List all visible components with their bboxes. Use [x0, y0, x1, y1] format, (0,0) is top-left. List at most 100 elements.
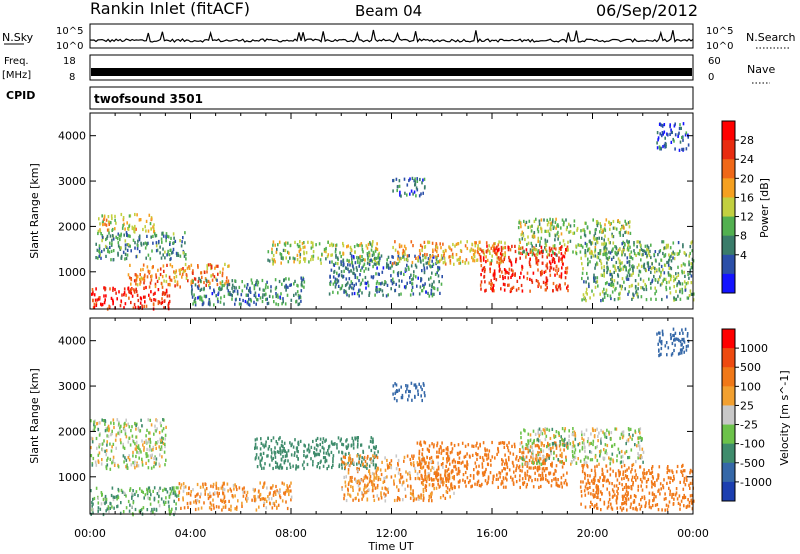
heatmap-cell: [657, 253, 659, 257]
heatmap-cell: [557, 478, 559, 482]
heatmap-cell: [412, 492, 414, 496]
heatmap-cell: [212, 273, 214, 277]
heatmap-cell: [117, 244, 120, 248]
heatmap-cell: [616, 454, 618, 458]
heatmap-cell: [422, 254, 424, 258]
heatmap-cell: [539, 251, 541, 255]
heatmap-cell: [628, 290, 630, 294]
heatmap-cell: [539, 432, 541, 436]
heatmap-cell: [267, 285, 269, 289]
colorbar-swatch: [722, 140, 735, 160]
heatmap-cell: [288, 277, 290, 281]
heatmap-cell: [474, 244, 477, 248]
heatmap-cell: [337, 284, 340, 288]
heatmap-cell: [535, 248, 538, 252]
heatmap-cell: [544, 283, 547, 287]
heatmap-cell: [462, 473, 465, 477]
heatmap-cell: [621, 454, 624, 458]
heatmap-cell: [193, 293, 195, 297]
heatmap-cell: [349, 245, 352, 249]
heatmap-cell: [398, 293, 400, 297]
heatmap-cell: [678, 126, 681, 131]
heatmap-cell: [671, 252, 673, 256]
heatmap-cell: [130, 463, 133, 467]
heatmap-cell: [184, 262, 187, 267]
heatmap-cell: [129, 488, 131, 492]
heatmap-cell: [372, 265, 374, 269]
heatmap-cell: [558, 256, 560, 260]
heatmap-cell: [473, 259, 476, 263]
heatmap-cell: [392, 245, 394, 250]
heatmap-cell: [145, 304, 148, 308]
heatmap-cell: [213, 275, 216, 279]
heatmap-cell: [100, 303, 103, 307]
heatmap-cell: [487, 477, 490, 481]
heatmap-cell: [548, 253, 551, 257]
heatmap-cell: [120, 246, 122, 250]
heatmap-cell: [221, 499, 223, 504]
heatmap-cell: [451, 252, 454, 256]
heatmap-cell: [504, 467, 506, 471]
heatmap-cell: [390, 459, 393, 463]
heatmap-cell: [262, 293, 264, 297]
heatmap-cell: [164, 291, 167, 296]
heatmap-cell: [352, 439, 355, 443]
heatmap-cell: [518, 478, 521, 482]
heatmap-cell: [549, 265, 552, 270]
heatmap-cell: [485, 288, 487, 292]
heatmap-cell: [547, 220, 550, 224]
heatmap-cell: [349, 251, 352, 255]
heatmap-cell: [560, 454, 563, 458]
heatmap-cell: [606, 268, 609, 272]
heatmap-cell: [374, 446, 377, 450]
heatmap-cell: [117, 487, 120, 492]
heatmap-cell: [416, 179, 419, 183]
heatmap-cell: [171, 251, 173, 255]
heatmap-cell: [532, 429, 535, 433]
heatmap-cell: [423, 266, 426, 270]
heatmap-cell: [340, 437, 342, 441]
heatmap-cell: [160, 424, 162, 428]
heatmap-cell: [142, 490, 144, 494]
heatmap-cell: [532, 247, 535, 251]
heatmap-cell: [604, 443, 607, 447]
heatmap-cell: [557, 458, 559, 462]
heatmap-cell: [134, 306, 137, 310]
heatmap-cell: [577, 443, 579, 447]
heatmap-cell: [125, 465, 127, 469]
heatmap-cell: [147, 496, 149, 500]
heatmap-cell: [650, 286, 652, 290]
heatmap-cell: [451, 475, 454, 480]
heatmap-cell: [392, 255, 394, 259]
heatmap-cell: [274, 451, 277, 455]
heatmap-cell: [149, 502, 152, 506]
heatmap-cell: [621, 435, 624, 439]
heatmap-cell: [389, 260, 392, 265]
heatmap-cell: [200, 492, 202, 496]
heatmap-cell: [521, 230, 524, 234]
heatmap-cell: [546, 427, 548, 431]
heatmap-cell: [378, 282, 380, 286]
heatmap-cell: [300, 289, 303, 293]
heatmap-cell: [554, 252, 556, 256]
heatmap-cell: [471, 453, 474, 457]
heatmap-cell: [514, 272, 516, 276]
heatmap-cell: [119, 237, 121, 242]
heatmap-cell: [165, 234, 167, 238]
heatmap-cell: [118, 234, 121, 238]
heatmap-cell: [368, 291, 371, 295]
heatmap-cell: [554, 434, 557, 438]
heatmap-cell: [581, 447, 584, 451]
heatmap-cell: [617, 266, 619, 270]
heatmap-cell: [343, 497, 345, 501]
heatmap-cell: [405, 268, 407, 272]
heatmap-cell: [663, 277, 665, 281]
heatmap-cell: [428, 474, 430, 478]
heatmap-cell: [275, 499, 277, 504]
heatmap-cell: [521, 264, 523, 268]
heatmap-cell: [502, 459, 504, 463]
heatmap-cell: [366, 466, 368, 470]
heatmap-cell: [317, 444, 319, 448]
heatmap-cell: [184, 241, 186, 245]
heatmap-cell: [368, 254, 371, 258]
